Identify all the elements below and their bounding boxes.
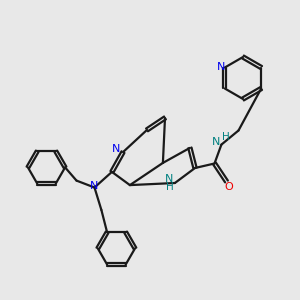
Text: N: N (212, 136, 220, 147)
Text: N: N (216, 62, 225, 72)
Text: N: N (112, 143, 121, 154)
Text: O: O (224, 182, 233, 192)
Text: N: N (165, 174, 174, 184)
Text: H: H (222, 132, 230, 142)
Text: H: H (166, 182, 173, 192)
Text: N: N (90, 181, 98, 191)
